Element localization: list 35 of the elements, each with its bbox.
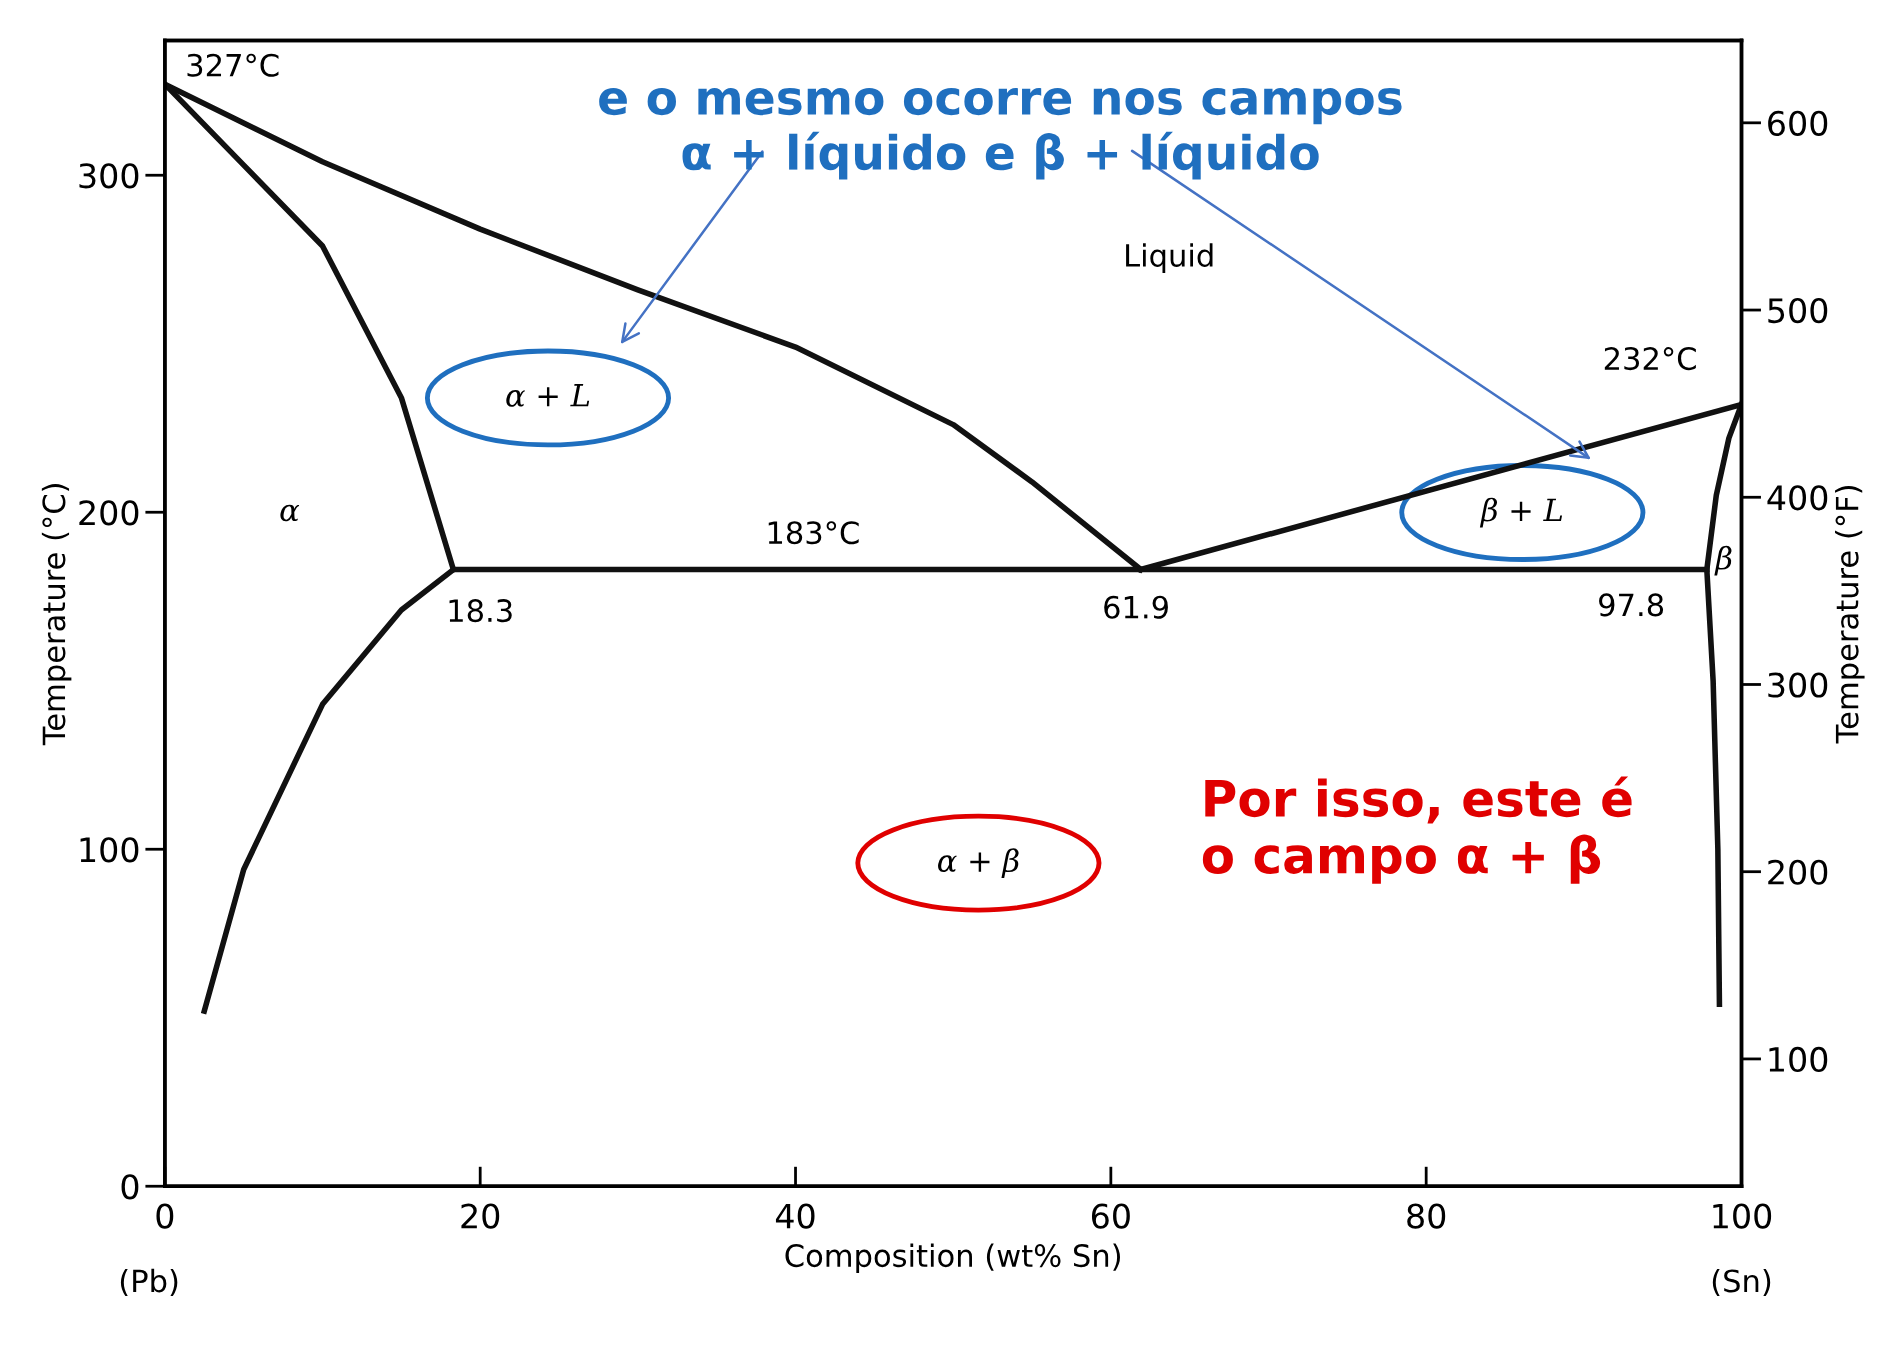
annotation: α + L — [506, 384, 590, 407]
x-tick-label: 60 — [1091, 1203, 1130, 1229]
annotation: 18.3 — [449, 599, 512, 623]
y-tick-label: 100 — [80, 837, 139, 863]
annotation: Liquid — [1126, 243, 1213, 273]
y-tick-label: 200 — [79, 500, 139, 526]
annotation: 97.8 — [1599, 593, 1664, 617]
text: (Sn) — [1712, 1268, 1771, 1297]
annotation: α + β — [938, 848, 1019, 878]
y-tick-label: 300 — [79, 163, 139, 189]
x-tick-label: 40 — [775, 1203, 815, 1229]
x-tick-label: 80 — [1407, 1203, 1446, 1229]
y2-axis-title: Temperature (°F) — [1835, 485, 1865, 744]
y2-tick-label: 300 — [1768, 672, 1828, 698]
x-tick-label: 0 — [156, 1203, 174, 1229]
annotation: 327°C — [187, 53, 279, 77]
annotation: α — [280, 504, 300, 522]
x-axis-title: Composition (wt% Sn) — [785, 1243, 1120, 1274]
text: e o mesmo ocorre nos campos α + líquido e β + líquido — [599, 88, 1402, 180]
y2-tick-label: 400 — [1767, 485, 1828, 511]
y2-tick-label: 100 — [1769, 1046, 1828, 1073]
x-tick-label: 100 — [1713, 1203, 1772, 1229]
annotation: 232°C — [1604, 347, 1696, 371]
x-tick-label: 20 — [461, 1203, 500, 1229]
y-tick-label: 0 — [121, 1174, 139, 1200]
y2-tick-label: 200 — [1768, 859, 1828, 885]
annotation: β — [1714, 545, 1732, 576]
annotation: β + L — [1479, 497, 1563, 528]
y-axis-title: Temperature (°C) — [41, 484, 72, 746]
y2-tick-label: 500 — [1768, 297, 1828, 324]
text: (Pb) — [120, 1268, 178, 1297]
annotation: 61.9 — [1104, 595, 1168, 619]
annotation: 183°C — [768, 521, 859, 545]
y2-tick-label: 600 — [1768, 110, 1828, 136]
annotation: Por isso, este é o campo α + β — [1202, 776, 1632, 884]
